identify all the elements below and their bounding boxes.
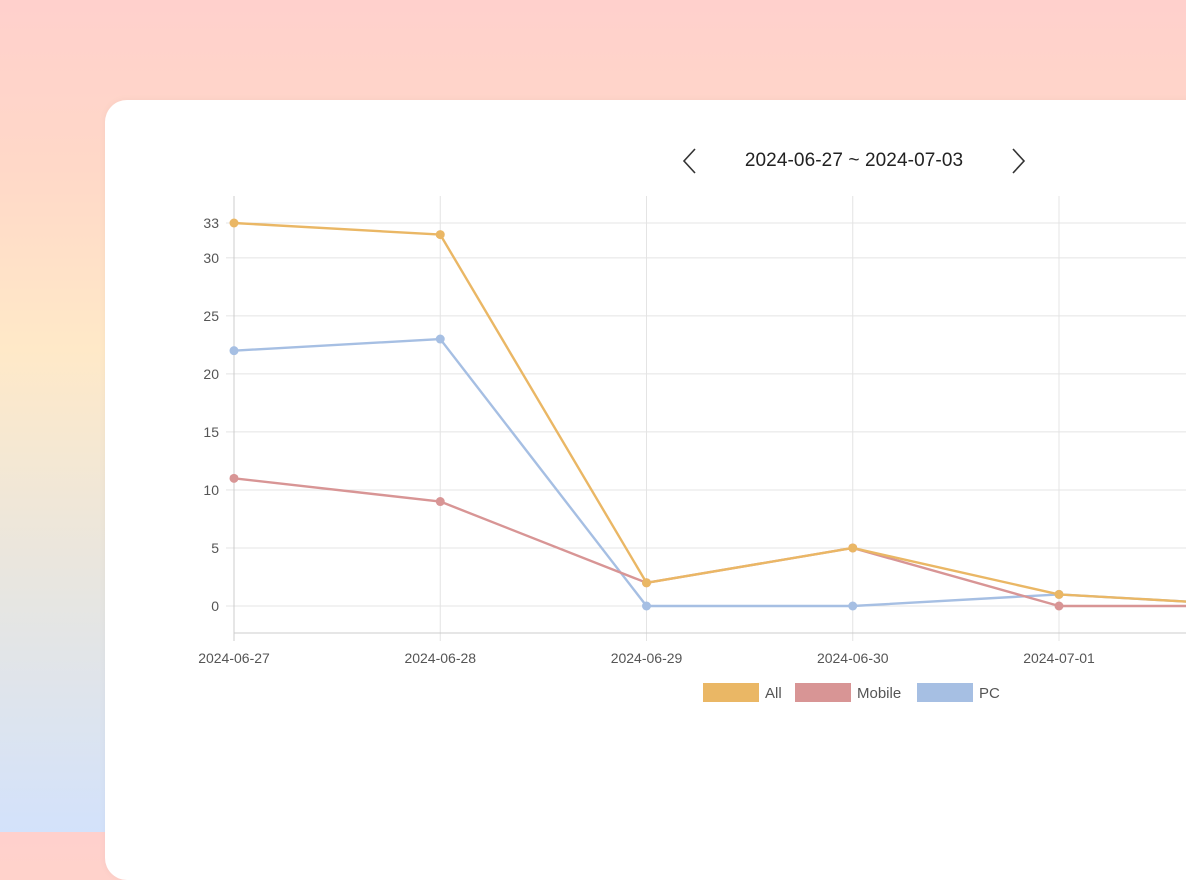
data-point-mobile: [436, 497, 445, 506]
series-lines: [230, 219, 1186, 611]
x-tick-label: 2024-06-27: [198, 650, 270, 666]
legend[interactable]: All Mobile PC: [703, 683, 1000, 702]
x-tick-label: 2024-06-28: [404, 650, 476, 666]
data-point-all: [1055, 590, 1064, 599]
legend-item-mobile[interactable]: Mobile: [795, 683, 901, 702]
y-tick-label: 30: [203, 250, 219, 266]
x-tick-label: 2024-06-29: [611, 650, 683, 666]
legend-item-pc[interactable]: PC: [917, 683, 1000, 702]
series-line-mobile: [234, 478, 1186, 606]
y-tick-label: 0: [211, 598, 219, 614]
data-point-all: [436, 230, 445, 239]
legend-label-mobile: Mobile: [857, 685, 901, 702]
y-tick-label: 5: [211, 540, 219, 556]
data-point-all: [848, 543, 857, 552]
line-chart: 0 5 10 15 20 25 30 33 2024-06-27 2024-06-28 2024-0…: [0, 0, 1186, 832]
legend-label-all: All: [765, 685, 782, 702]
legend-item-all[interactable]: All: [703, 683, 782, 702]
legend-label-pc: PC: [979, 685, 1000, 702]
legend-swatch-mobile: [795, 683, 851, 702]
series-line-pc: [234, 339, 1186, 606]
x-tick-label: 2024-07-01: [1023, 650, 1095, 666]
data-point-pc: [642, 602, 651, 611]
data-point-pc: [230, 346, 239, 355]
series-line-all: [234, 223, 1186, 606]
x-tick-label: 2024-06-30: [817, 650, 889, 666]
data-point-all: [642, 578, 651, 587]
grid-lines: [234, 196, 1186, 641]
y-tick-label: 15: [203, 424, 219, 440]
y-tick-label: 10: [203, 482, 219, 498]
legend-swatch-pc: [917, 683, 973, 702]
y-tick-label: 33: [203, 215, 219, 231]
y-tick-label: 25: [203, 308, 219, 324]
data-point-mobile: [1055, 602, 1064, 611]
data-point-pc: [848, 602, 857, 611]
data-point-pc: [436, 335, 445, 344]
data-point-mobile: [230, 474, 239, 483]
legend-swatch-all: [703, 683, 759, 702]
y-tick-label: 20: [203, 366, 219, 382]
data-point-all: [230, 219, 239, 228]
